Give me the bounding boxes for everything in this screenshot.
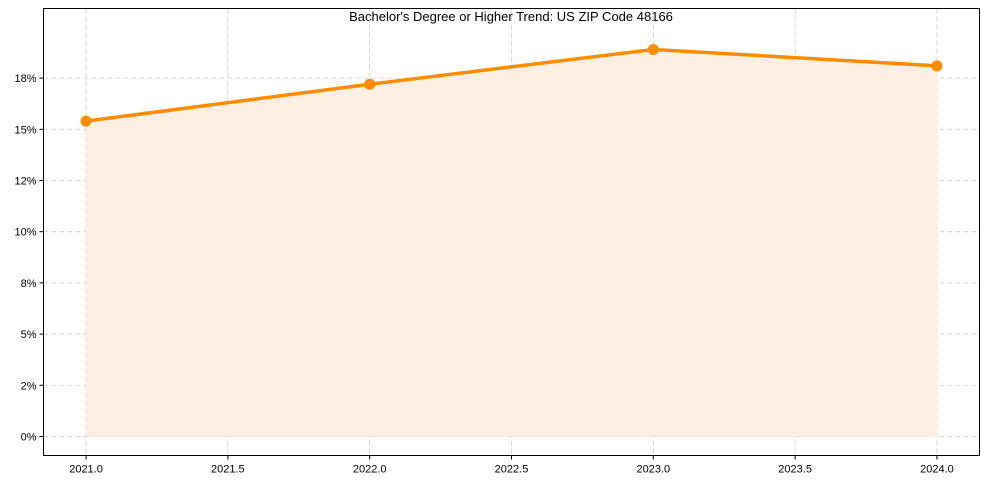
area-fill-path	[86, 49, 937, 437]
y-tick-label: 12%	[14, 176, 36, 188]
y-tick-label: 10%	[14, 227, 36, 239]
y-axis: 0% 2% 5% 8% 10% 12% 15% 18%	[14, 73, 44, 443]
y-tick-label: 8%	[21, 278, 37, 290]
data-point	[931, 60, 943, 72]
x-axis: 2021.0 2021.5 2022.0 2022.5 2023.0 2023.5 2024…	[69, 455, 954, 476]
x-tick-label: 2022.5	[495, 464, 529, 476]
x-tick-label: 2021.5	[211, 464, 245, 476]
y-tick-label: 18%	[14, 73, 36, 85]
data-point	[364, 78, 376, 90]
x-tick-label: 2023.5	[778, 464, 812, 476]
chart-title: Bachelor's Degree or Higher Trend: US ZI…	[349, 9, 673, 24]
data-point	[80, 115, 92, 127]
y-tick-label: 5%	[21, 329, 37, 341]
x-tick-label: 2021.0	[69, 464, 103, 476]
y-tick-label: 0%	[21, 431, 37, 443]
area-fill	[86, 49, 937, 437]
x-tick-label: 2024.0	[920, 464, 954, 476]
x-tick-label: 2022.0	[353, 464, 387, 476]
series-line	[80, 43, 943, 127]
x-tick-label: 2023.0	[636, 464, 670, 476]
plot-frame	[43, 8, 980, 456]
data-point	[647, 43, 659, 55]
series-polyline	[85, 47, 938, 123]
y-tick-label: 15%	[14, 124, 36, 136]
y-tick-label: 2%	[21, 380, 37, 392]
